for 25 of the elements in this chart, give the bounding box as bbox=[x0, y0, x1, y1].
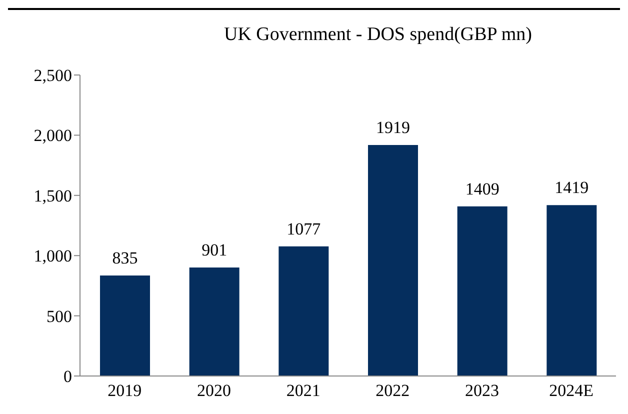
bar bbox=[457, 206, 508, 376]
y-tick-label: 1,000 bbox=[34, 246, 72, 266]
data-label: 1419 bbox=[554, 178, 589, 198]
x-tick-label: 2019 bbox=[108, 381, 142, 400]
y-tick-label: 1,500 bbox=[34, 186, 72, 206]
bar bbox=[278, 246, 329, 376]
x-tick-label: 2021 bbox=[286, 381, 320, 400]
data-label: 1409 bbox=[465, 179, 500, 198]
data-label: 835 bbox=[112, 248, 138, 268]
bar bbox=[189, 268, 240, 376]
x-tick-label: 2024E bbox=[549, 381, 594, 400]
bar bbox=[100, 275, 150, 376]
data-label: 901 bbox=[202, 240, 228, 260]
x-tick-label: 2023 bbox=[465, 381, 499, 400]
data-label: 1919 bbox=[376, 118, 410, 137]
x-tick-label: 2020 bbox=[197, 381, 231, 400]
x-tick-label: 2022 bbox=[376, 381, 410, 400]
y-tick-label: 500 bbox=[46, 306, 72, 326]
y-tick-label: 2,000 bbox=[34, 126, 72, 146]
y-tick-label: 0 bbox=[64, 367, 72, 386]
chart-title: UK Government - DOS spend(GBP mn) bbox=[222, 24, 534, 46]
bar bbox=[546, 205, 597, 376]
data-label: 1077 bbox=[286, 219, 322, 238]
y-tick-label: 2,500 bbox=[34, 66, 72, 86]
bar bbox=[368, 144, 418, 376]
